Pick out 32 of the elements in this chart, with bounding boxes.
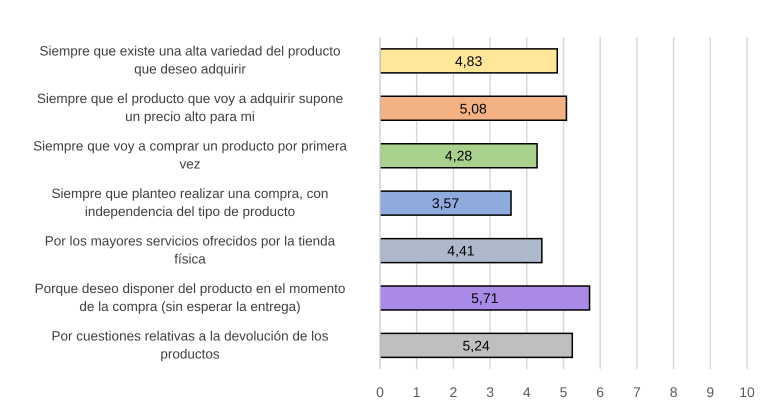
data-label: 5,24 bbox=[462, 337, 490, 354]
data-label: 4,28 bbox=[444, 148, 472, 164]
data-label: 5,08 bbox=[460, 100, 488, 116]
bar bbox=[380, 285, 590, 311]
y-tick-label: Por los mayores servicios ofrecidos por la tienda física bbox=[44, 232, 336, 266]
bar bbox=[380, 238, 543, 264]
data-label: 5,71 bbox=[471, 290, 499, 306]
bar bbox=[380, 142, 538, 168]
bar bbox=[380, 190, 512, 216]
y-tick-label: Siempre que planteo realizar una compra, con independencia del tipo de producto bbox=[52, 186, 328, 219]
x-tick-label: 4 bbox=[522, 384, 531, 400]
x-tick-label: 6 bbox=[596, 384, 604, 400]
bar bbox=[380, 96, 568, 122]
y-tick-label: Siempre que existe una alta variedad del producto que deseo adquirir bbox=[40, 43, 340, 76]
y-tick-label: Siempre que el producto que voy a adquirir supone un precio alto para mi bbox=[36, 90, 344, 124]
data-label: 4,41 bbox=[447, 242, 475, 259]
x-tick-label: 1 bbox=[412, 384, 421, 400]
x-tick-label: 7 bbox=[633, 384, 641, 400]
x-tick-label: 3 bbox=[486, 384, 494, 400]
y-tick-label: Por cuestiones relativas a la devolución de los productos bbox=[52, 328, 329, 361]
y-tick-label: Siempre que voy a comprar un producto por primera vez bbox=[33, 138, 348, 172]
bar bbox=[380, 48, 558, 74]
x-tick-label: 10 bbox=[739, 384, 755, 400]
bar bbox=[380, 332, 574, 358]
data-label: 3,57 bbox=[432, 195, 460, 212]
x-tick-label: 9 bbox=[706, 384, 714, 400]
y-tick-label: Porque deseo disponer del producto en el momento de la compra (sin esperar la entrega) bbox=[34, 280, 346, 314]
x-tick-label: 5 bbox=[560, 384, 568, 400]
x-tick-label: 2 bbox=[450, 384, 458, 400]
x-tick-label: 0 bbox=[376, 384, 384, 400]
data-label: 4,83 bbox=[455, 52, 482, 69]
x-tick-label: 8 bbox=[670, 384, 678, 400]
